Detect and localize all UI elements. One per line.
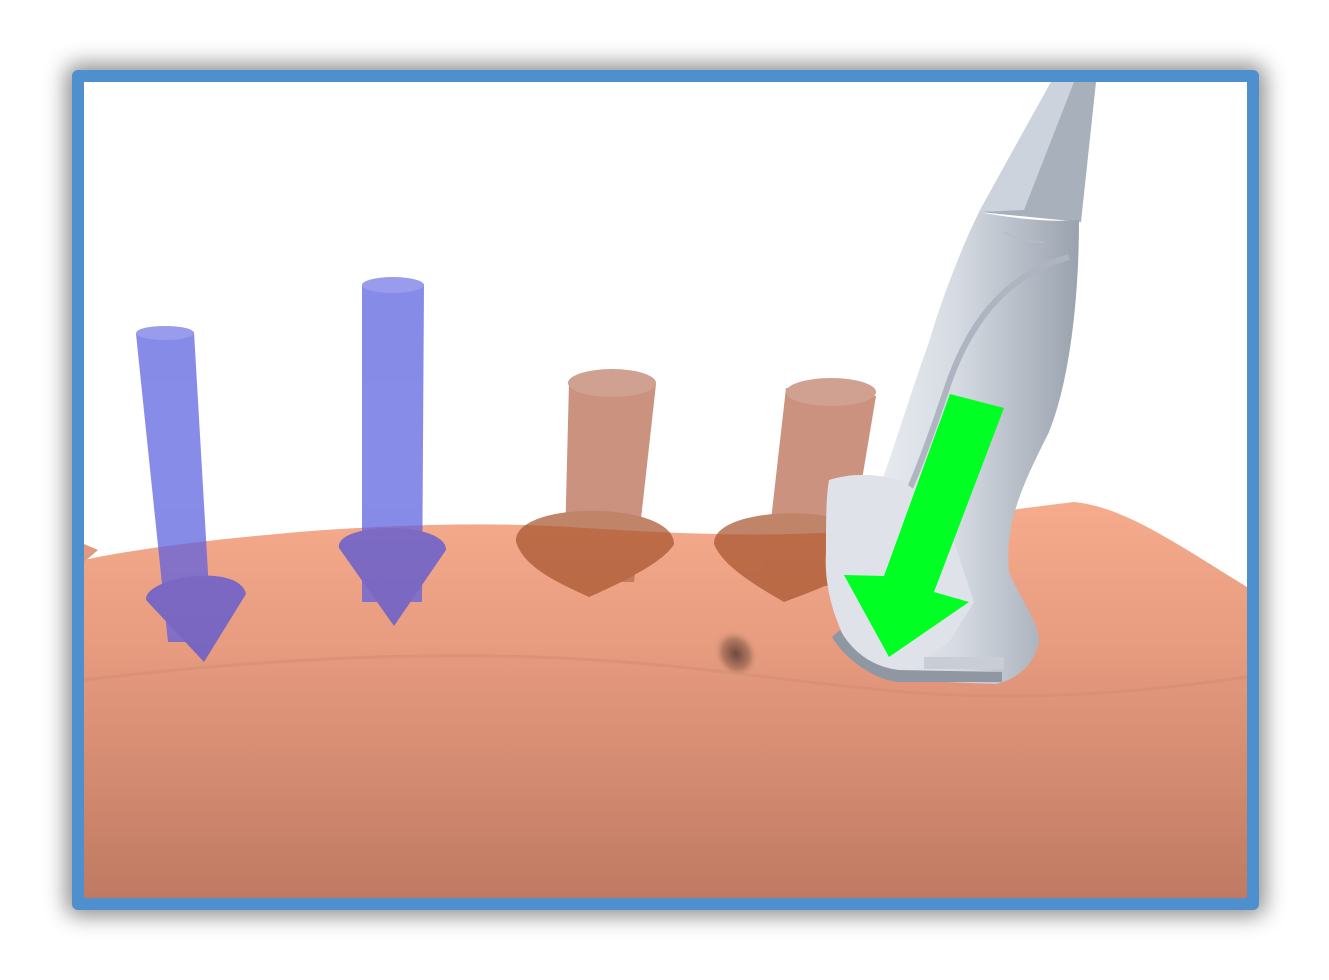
scene-frame [72,70,1259,910]
skin-ridge [84,654,1247,698]
ultrasound-scene [84,82,1247,898]
navel [712,628,760,680]
blue-arrow-1 [136,326,246,662]
orange-arrow-1 [515,369,674,597]
blue-arrow-2 [338,277,446,626]
green-arrow [844,394,1004,657]
skin-left-tip [84,544,98,562]
skin-surface [84,502,1247,898]
